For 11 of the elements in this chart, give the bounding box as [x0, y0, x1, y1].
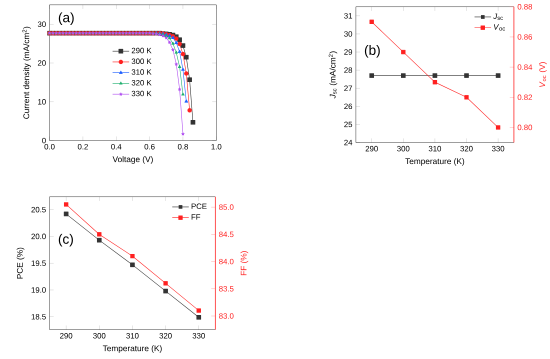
- y2-axis-title: V$_{oc}$ (V): [539, 62, 547, 88]
- annotation: (c): [58, 234, 73, 247]
- x-axis-title: Voltage (V): [112, 156, 153, 164]
- y2-axis-title: FF (%): [240, 251, 248, 276]
- y-axis-title: J$_{sc}$ (mA/cm$^{2}$): [328, 52, 338, 99]
- x-axis-title: Temperature (K): [405, 158, 464, 166]
- y-axis-title: Current density (mA/cm$^{2}$): [22, 26, 31, 119]
- y-axis-title: PCE (%): [16, 248, 24, 279]
- annotation: (b): [364, 45, 380, 58]
- annotation: (a): [58, 12, 74, 26]
- x-axis-title: Temperature (K): [102, 345, 162, 354]
